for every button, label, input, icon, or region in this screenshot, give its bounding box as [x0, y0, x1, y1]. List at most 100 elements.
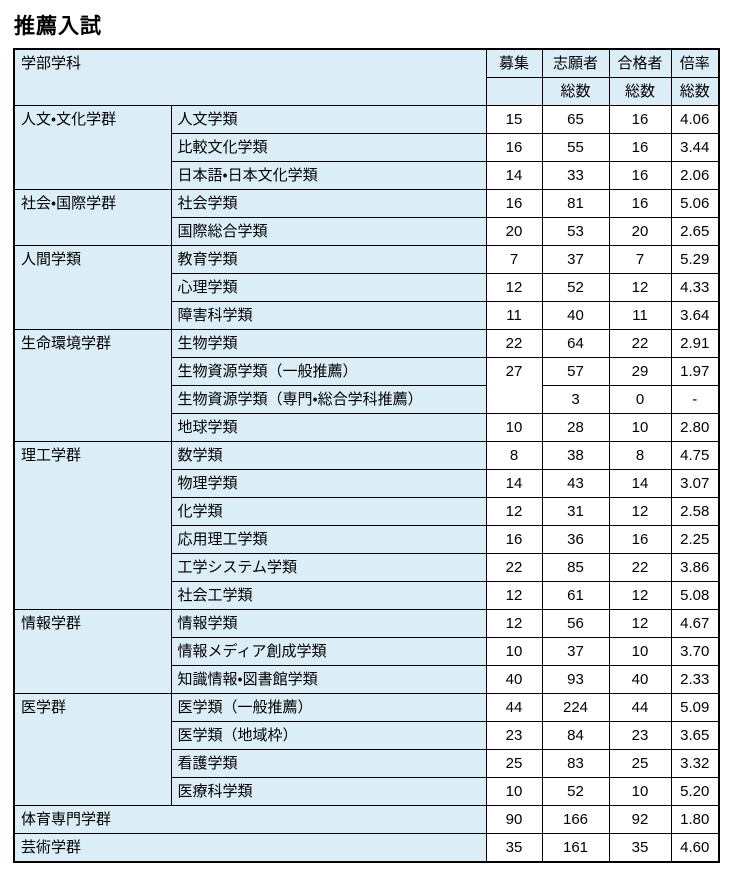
header-ratio: 倍率: [670, 48, 720, 78]
accepted-value-cell: 22: [608, 553, 672, 582]
recruit-value-cell: 12: [485, 581, 543, 610]
table-row: 生物資源学類（専門・総合学科推薦） 3 0-: [14, 385, 720, 414]
accepted-value-cell: 29: [608, 357, 672, 386]
recruit-value-cell: 35: [485, 833, 543, 863]
recruit-value-cell: 44: [485, 693, 543, 722]
accepted-value-cell: 12: [608, 609, 672, 638]
department-name-cell: 比較文化学類: [170, 133, 487, 162]
recruit-value-cell: 16: [485, 133, 543, 162]
applicants-value-cell: 84: [541, 721, 610, 750]
applicants-value-cell: 36: [541, 525, 610, 554]
accepted-value-cell: 92: [608, 805, 672, 834]
table-row: 人文・文化学群 人文学類 15 65 16 4.06: [13, 105, 720, 190]
accepted-value-cell: 11: [608, 301, 672, 330]
table-row: 比較文化学類 16 55 16 3.44: [14, 133, 720, 162]
applicants-value-cell: 93: [541, 665, 610, 694]
accepted-value-cell: 10: [608, 413, 672, 442]
ratio-value-cell: 3.44: [670, 133, 720, 162]
ratio-value-cell: 4.60: [670, 833, 720, 863]
group-name-cell: 人間学類: [13, 245, 172, 330]
group-name-cell: 社会・国際学群: [13, 189, 172, 246]
applicants-value-cell: 85: [541, 553, 610, 582]
ratio-value-cell: 5.06: [670, 189, 720, 218]
applicants-value-cell: 56: [541, 609, 610, 638]
header-accepted: 合格者: [608, 48, 672, 78]
subheader-ratio-total: 総数: [670, 77, 720, 106]
applicants-value-cell: 57: [541, 357, 610, 386]
group-name-cell: 体育専門学群: [13, 805, 487, 834]
applicants-value-cell: 31: [541, 497, 610, 526]
recruit-value-cell: 40: [485, 665, 543, 694]
accepted-value-cell: 16: [608, 161, 672, 190]
recruit-value-cell: 10: [485, 413, 543, 442]
department-name-cell: 医学類（一般推薦）: [170, 693, 487, 722]
ratio-value-cell: 3.65: [670, 721, 720, 750]
header-faculty-department: 学部学科: [13, 48, 487, 106]
applicants-value-cell: 161: [541, 833, 610, 863]
ratio-value-cell: 3.07: [670, 469, 720, 498]
department-name-cell: 社会学類: [170, 189, 487, 218]
accepted-value-cell: 14: [608, 469, 672, 498]
applicants-value-cell: 64: [541, 329, 610, 358]
department-name-cell: 情報メディア創成学類: [170, 637, 487, 666]
header-row-1: 学部学科 募集 志願者 合格者 倍率: [13, 48, 720, 106]
ratio-value-cell: 3.70: [670, 637, 720, 666]
group-name-cell: 理工学群: [13, 441, 172, 610]
accepted-value-cell: 10: [608, 637, 672, 666]
applicants-value-cell: 61: [541, 581, 610, 610]
applicants-value-cell: 224: [541, 693, 610, 722]
header-applicants: 志願者: [541, 48, 610, 78]
accepted-value-cell: 20: [608, 217, 672, 246]
recruit-value-cell: 16: [485, 525, 543, 554]
department-name-cell: 情報学類: [170, 609, 487, 638]
ratio-value-cell: -: [670, 385, 720, 414]
applicants-value-cell: 43: [541, 469, 610, 498]
applicants-value-cell: 52: [541, 273, 610, 302]
table-row: 国際総合学類 20 53 20 2.65: [14, 217, 720, 246]
department-name-cell: 看護学類: [170, 749, 487, 778]
ratio-value-cell: 4.33: [670, 273, 720, 302]
table-body: 人文・文化学群 人文学類 15 65 16 4.06 比較文化学類 16 55 16 3.44 日本語…: [13, 105, 720, 863]
ratio-value-cell: 3.64: [670, 301, 720, 330]
accepted-value-cell: 44: [608, 693, 672, 722]
applicants-value-cell: 33: [541, 161, 610, 190]
accepted-value-cell: 16: [608, 189, 672, 218]
subheader-accepted-total: 総数: [608, 77, 672, 106]
accepted-value-cell: 16: [608, 525, 672, 554]
ratio-value-cell: 2.33: [670, 665, 720, 694]
ratio-value-cell: 2.65: [670, 217, 720, 246]
accepted-value-cell: 22: [608, 329, 672, 358]
admissions-table: 学部学科 募集 志願者 合格者 倍率 総数 総数 総数 人文・文化学群 人文学類 1…: [13, 48, 721, 863]
ratio-value-cell: 4.67: [670, 609, 720, 638]
department-name-cell: 国際総合学類: [170, 217, 487, 246]
ratio-value-cell: 4.06: [670, 105, 720, 134]
ratio-value-cell: 2.58: [670, 497, 720, 526]
ratio-value-cell: 2.80: [670, 413, 720, 442]
department-name-cell: 化学類: [170, 497, 487, 526]
recruit-value-cell: 23: [485, 721, 543, 750]
department-name-cell: 社会工学類: [170, 581, 487, 610]
header-recruit: 募集: [485, 48, 543, 78]
table-row: 看護学類 25 83 25 3.32: [14, 749, 720, 778]
table-row: 障害科学類 11 40 11 3.64: [14, 301, 720, 330]
recruit-value-cell: 8: [485, 441, 543, 470]
ratio-value-cell: 4.75: [670, 441, 720, 470]
table-row: 心理学類 12 52 12 4.33: [14, 273, 720, 302]
subheader-applicants-total: 総数: [541, 77, 610, 106]
table-header: 学部学科 募集 志願者 合格者 倍率 総数 総数 総数: [13, 48, 720, 106]
table-row: 医療科学類 10 52 10 5.20: [14, 777, 720, 806]
ratio-value-cell: 1.97: [670, 357, 720, 386]
recruit-value-cell: 16: [485, 189, 543, 218]
accepted-value-cell: 8: [608, 441, 672, 470]
recruit-value-cell: 11: [485, 301, 543, 330]
subheader-recruit-empty: [485, 77, 543, 106]
ratio-value-cell: 5.08: [670, 581, 720, 610]
ratio-value-cell: 2.06: [670, 161, 720, 190]
accepted-value-cell: 12: [608, 497, 672, 526]
table-row: 社会・国際学群 社会学類 16 81 16 5.06: [13, 189, 720, 246]
ratio-value-cell: 3.86: [670, 553, 720, 582]
department-name-cell: 工学システム学類: [170, 553, 487, 582]
accepted-value-cell: 7: [608, 245, 672, 274]
accepted-value-cell: 16: [608, 105, 672, 134]
